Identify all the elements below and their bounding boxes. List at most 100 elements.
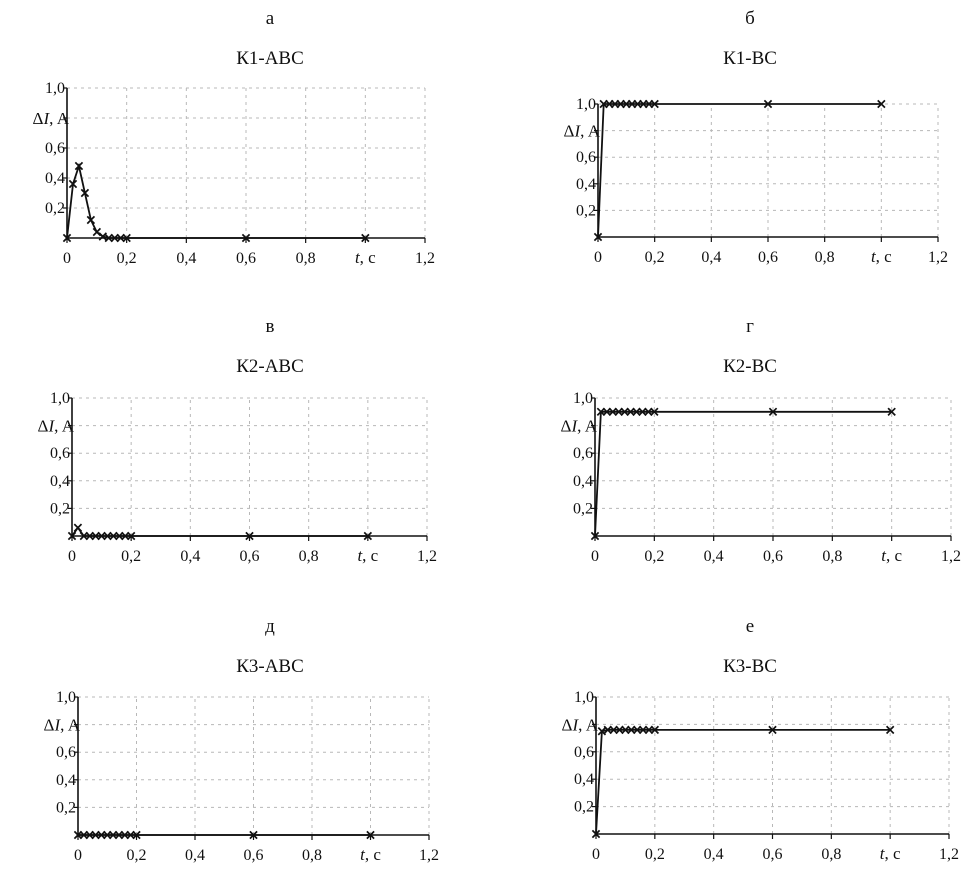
series-line [595, 729, 891, 835]
x-tick-label: 0,8 [296, 250, 316, 267]
y-tick-label: 1,0 [574, 689, 594, 706]
x-tick-label: 1,2 [419, 847, 439, 864]
x-tick-label: 0,6 [758, 249, 778, 266]
x-tick-label: 1,2 [415, 250, 435, 267]
y-axis-label: ΔI, A [561, 417, 598, 436]
y-tick-label: 0,6 [45, 140, 65, 157]
data-point-marker [73, 523, 83, 532]
x-tick-label: 0,4 [701, 249, 721, 266]
x-axis-label: t, c [357, 546, 378, 565]
data-point-marker [763, 99, 773, 109]
x-tick-label: 0,6 [240, 548, 260, 565]
y-tick-label: 0,2 [573, 500, 593, 517]
series-line [594, 410, 892, 537]
y-axis-label: ΔI, A [33, 109, 70, 128]
x-tick-label: 0,6 [236, 250, 256, 267]
x-tick-label: 0,2 [127, 847, 147, 864]
data-point-marker [593, 232, 603, 242]
data-point-marker [768, 725, 777, 735]
panel-letter: д [265, 616, 275, 637]
x-axis-label: t, c [871, 247, 892, 266]
x-tick-label: 0,2 [121, 548, 141, 565]
y-tick-label: 0,4 [56, 772, 76, 789]
x-tick-label: 0,4 [704, 548, 724, 565]
y-tick-label: 1,0 [576, 96, 596, 113]
panel-letter: г [746, 316, 754, 337]
x-tick-label: 0,8 [822, 548, 842, 565]
data-point-marker [887, 407, 896, 417]
y-tick-label: 1,0 [50, 390, 70, 407]
y-tick-label: 0,2 [576, 202, 596, 219]
data-point-marker [249, 830, 258, 840]
x-tick-label: 0,2 [645, 846, 665, 863]
data-point-marker [245, 531, 254, 541]
x-tick-label: 0,8 [815, 249, 835, 266]
data-point-marker [126, 531, 136, 541]
x-tick-label: 0,4 [180, 548, 200, 565]
y-axis-label: ΔI, A [562, 715, 599, 734]
y-tick-label: 0,4 [576, 176, 596, 193]
x-axis-label: t, c [881, 546, 902, 565]
data-point-marker [86, 215, 96, 225]
y-tick-label: 0,2 [45, 200, 65, 217]
data-point-marker [241, 233, 251, 243]
y-axis-label: ΔI, A [38, 417, 75, 436]
x-tick-label: 0,8 [299, 548, 319, 565]
y-tick-label: 0,2 [574, 799, 594, 816]
x-axis-label: t, c [360, 845, 381, 864]
series-line [66, 162, 366, 239]
x-tick-label: 0,8 [821, 846, 841, 863]
y-axis-label: ΔI, A [564, 122, 601, 141]
x-tick-label: 0 [592, 846, 600, 863]
x-tick-label: 0,4 [176, 250, 196, 267]
x-tick-label: 0 [591, 548, 599, 565]
data-point-marker [92, 227, 102, 237]
panel-letter: а [265, 8, 275, 29]
x-axis-label: t, c [880, 844, 901, 863]
data-point-marker [98, 232, 108, 241]
data-point-marker [597, 727, 607, 736]
x-tick-label: 0,4 [185, 847, 205, 864]
data-point-marker [132, 830, 141, 840]
panel-title: К2-ABC [236, 356, 304, 377]
x-tick-label: 0 [63, 250, 71, 267]
panel-title: К3-BC [723, 656, 777, 677]
y-tick-label: 0,2 [50, 500, 70, 517]
y-tick-label: 1,0 [45, 80, 65, 97]
y-tick-label: 0,4 [50, 473, 70, 490]
x-tick-label: 0,2 [645, 249, 665, 266]
data-point-marker [366, 830, 375, 840]
data-point-marker [590, 531, 600, 541]
data-point-marker [80, 188, 90, 198]
panel-letter: б [745, 8, 755, 29]
y-tick-label: 0,6 [573, 445, 593, 462]
y-tick-label: 1,0 [573, 390, 593, 407]
x-tick-label: 0,2 [644, 548, 664, 565]
y-tick-label: 0,6 [50, 445, 70, 462]
x-tick-label: 0 [68, 548, 76, 565]
x-tick-label: 1,2 [417, 548, 437, 565]
x-tick-label: 0,6 [244, 847, 264, 864]
y-tick-label: 0,2 [56, 799, 76, 816]
y-tick-label: 0,6 [576, 149, 596, 166]
y-axis-label: ΔI, A [44, 716, 81, 735]
data-point-marker [591, 829, 601, 839]
data-point-marker [62, 233, 72, 243]
x-tick-label: 1,2 [939, 846, 959, 863]
panel-letter: в [265, 316, 275, 337]
data-point-marker [650, 407, 659, 417]
data-point-marker [650, 725, 660, 735]
data-point-marker [885, 725, 895, 735]
series-line [597, 103, 882, 238]
data-point-marker [768, 407, 778, 417]
y-tick-label: 0,6 [56, 744, 76, 761]
panel-letter: е [745, 616, 755, 637]
panel-title: К2-BC [723, 356, 777, 377]
panel-title: К1-BC [723, 48, 777, 69]
x-tick-label: 1,2 [941, 548, 961, 565]
x-tick-label: 0 [74, 847, 82, 864]
y-tick-label: 0,4 [574, 771, 594, 788]
data-point-marker [67, 531, 77, 541]
y-tick-label: 0,4 [45, 170, 65, 187]
